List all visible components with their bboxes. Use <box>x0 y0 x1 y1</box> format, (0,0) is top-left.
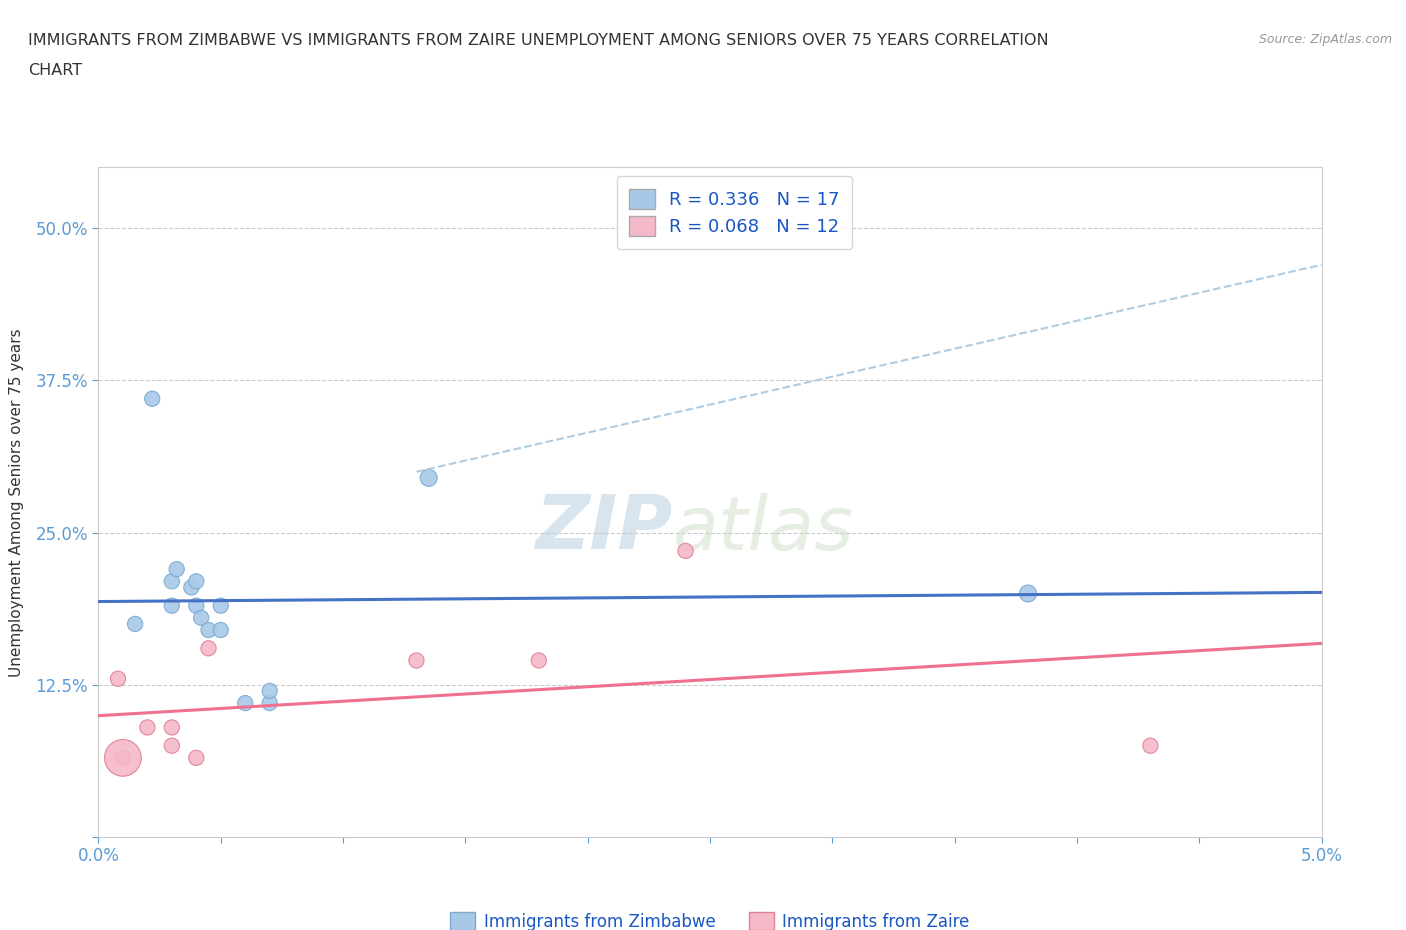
Point <box>160 720 183 735</box>
Point <box>141 392 163 406</box>
Point <box>1017 586 1039 601</box>
Point <box>233 696 256 711</box>
Point <box>186 751 208 765</box>
Legend: Immigrants from Zimbabwe, Immigrants from Zaire: Immigrants from Zimbabwe, Immigrants fro… <box>444 906 976 930</box>
Point <box>166 562 188 577</box>
Point <box>111 751 134 765</box>
Point <box>527 653 550 668</box>
Point <box>259 696 281 711</box>
Text: ZIP: ZIP <box>536 493 673 565</box>
Point <box>160 598 183 613</box>
Point <box>160 574 183 589</box>
Text: atlas: atlas <box>673 493 855 565</box>
Text: Source: ZipAtlas.com: Source: ZipAtlas.com <box>1258 33 1392 46</box>
Point <box>186 574 208 589</box>
Point <box>197 641 219 656</box>
Point <box>197 622 219 637</box>
Point <box>111 751 134 765</box>
Point <box>180 580 202 595</box>
Point <box>418 471 440 485</box>
Point <box>259 684 281 698</box>
Point <box>186 598 208 613</box>
Point <box>209 598 232 613</box>
Text: CHART: CHART <box>28 63 82 78</box>
Point <box>107 671 129 686</box>
Point <box>160 738 183 753</box>
Text: IMMIGRANTS FROM ZIMBABWE VS IMMIGRANTS FROM ZAIRE UNEMPLOYMENT AMONG SENIORS OVE: IMMIGRANTS FROM ZIMBABWE VS IMMIGRANTS F… <box>28 33 1049 47</box>
Point <box>136 720 159 735</box>
Point <box>190 610 212 625</box>
Y-axis label: Unemployment Among Seniors over 75 years: Unemployment Among Seniors over 75 years <box>10 328 24 676</box>
Point <box>675 543 697 558</box>
Point <box>1139 738 1161 753</box>
Point <box>209 622 232 637</box>
Point <box>405 653 427 668</box>
Point <box>124 617 146 631</box>
